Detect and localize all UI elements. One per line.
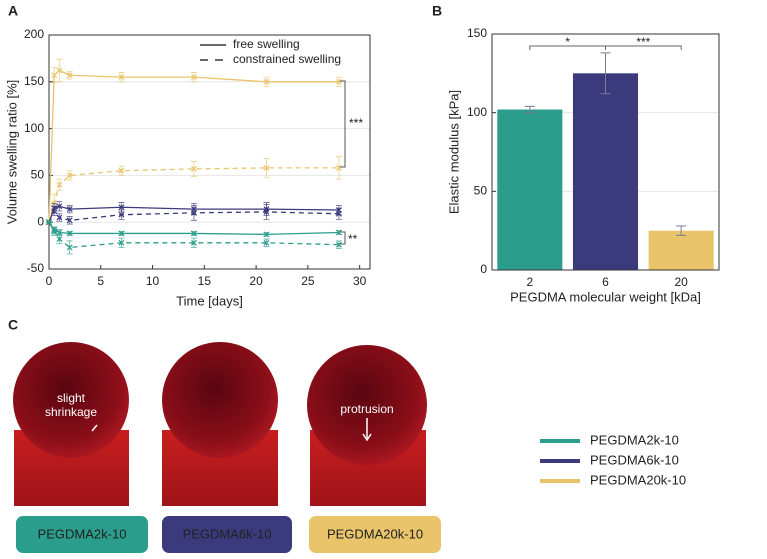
annotation: * (565, 35, 570, 49)
plot-frame (48, 34, 371, 270)
x-tick-label: 10 (146, 274, 160, 288)
error-bar (600, 52, 611, 95)
x-tick-label: 30 (353, 274, 367, 288)
error-bar (676, 225, 687, 236)
marker (56, 214, 63, 221)
sample-box (16, 516, 148, 553)
x-axis-label: PEGDMA molecular weight [kDa] (510, 289, 701, 304)
x-tick-label: 15 (198, 274, 212, 288)
marker (336, 164, 342, 171)
y-tick-label: 150 (467, 26, 487, 40)
marker (118, 74, 125, 81)
sample-label: PEGDMA2k-10 (38, 526, 127, 541)
y-tick-label: 0 (480, 262, 487, 276)
x-tick-label: 25 (301, 274, 315, 288)
annotation: *** (636, 35, 650, 49)
x-tick-label: 20 (249, 274, 263, 288)
annotation: ** (348, 232, 358, 246)
marker (118, 204, 125, 211)
significance-bracket (340, 80, 346, 168)
marker (263, 78, 270, 85)
marker (336, 229, 342, 236)
sample-label: PEGDMA6k-10 (183, 526, 272, 541)
marker (66, 206, 73, 213)
y-axis-label: Elastic modulus [kPa] (446, 90, 461, 214)
y-tick-label: -50 (27, 261, 45, 275)
x-axis-label: Time [days] (176, 293, 243, 308)
legend-label: free swelling (233, 37, 300, 51)
marker (118, 230, 125, 237)
significance-bracket (340, 231, 346, 245)
marker (56, 181, 63, 188)
plot-frame (491, 33, 720, 271)
series-line (48, 69, 339, 223)
marker (56, 67, 63, 74)
y-tick-label: 50 (31, 168, 45, 182)
x-tick-label: 20 (674, 275, 688, 289)
marker (66, 244, 73, 251)
legend-label: PEGDMA2k-10 (590, 432, 679, 447)
y-tick-label: 100 (467, 105, 487, 119)
bar (572, 73, 639, 270)
sample-box (162, 516, 292, 553)
y-tick-label: 100 (24, 121, 44, 135)
panel-letter: C (8, 317, 18, 333)
bar (497, 109, 563, 271)
marker (191, 209, 197, 216)
sample-box (309, 516, 441, 553)
legend-label: constrained swelling (233, 52, 341, 66)
marker (191, 74, 197, 81)
marker (118, 167, 125, 174)
x-tick-label: 2 (526, 275, 533, 289)
y-tick-label: 150 (24, 74, 44, 88)
y-tick-label: 200 (24, 27, 44, 41)
x-tick-label: 5 (97, 274, 104, 288)
sample-label: PEGDMA20k-10 (327, 526, 423, 541)
annotation: protrusion (340, 402, 394, 416)
significance-bracket (605, 45, 682, 50)
marker (118, 239, 125, 246)
legend-label: PEGDMA6k-10 (590, 452, 679, 467)
marker (263, 164, 270, 171)
marker (66, 172, 73, 179)
marker (336, 210, 342, 217)
marker (51, 228, 58, 235)
marker (66, 217, 73, 224)
photos (13, 342, 427, 506)
marker (56, 203, 63, 210)
series-line (48, 167, 339, 223)
y-tick-label: 50 (474, 184, 488, 198)
panel-letter: B (432, 3, 442, 19)
marker (66, 230, 73, 237)
error-bar (524, 105, 535, 114)
marker (263, 208, 270, 215)
marker (191, 230, 197, 237)
marker (118, 211, 125, 218)
marker (336, 78, 342, 85)
marker (46, 219, 52, 226)
marker (263, 231, 270, 238)
marker (51, 72, 58, 79)
bar (648, 230, 714, 270)
annotation: slight shrinkage (44, 391, 98, 419)
marker (56, 236, 63, 242)
marker (191, 239, 197, 246)
legend-label: PEGDMA20k-10 (590, 472, 686, 487)
marker (336, 241, 342, 248)
y-axis-label: Volume swelling ratio [%] (4, 80, 19, 225)
marker (66, 72, 73, 79)
marker (51, 208, 58, 214)
annotation: *** (349, 116, 363, 130)
marker (191, 165, 197, 172)
x-tick-label: 0 (46, 274, 53, 288)
x-tick-label: 6 (602, 275, 609, 289)
y-tick-label: 0 (37, 214, 44, 228)
marker (263, 239, 270, 246)
panel-letter: A (8, 3, 18, 19)
